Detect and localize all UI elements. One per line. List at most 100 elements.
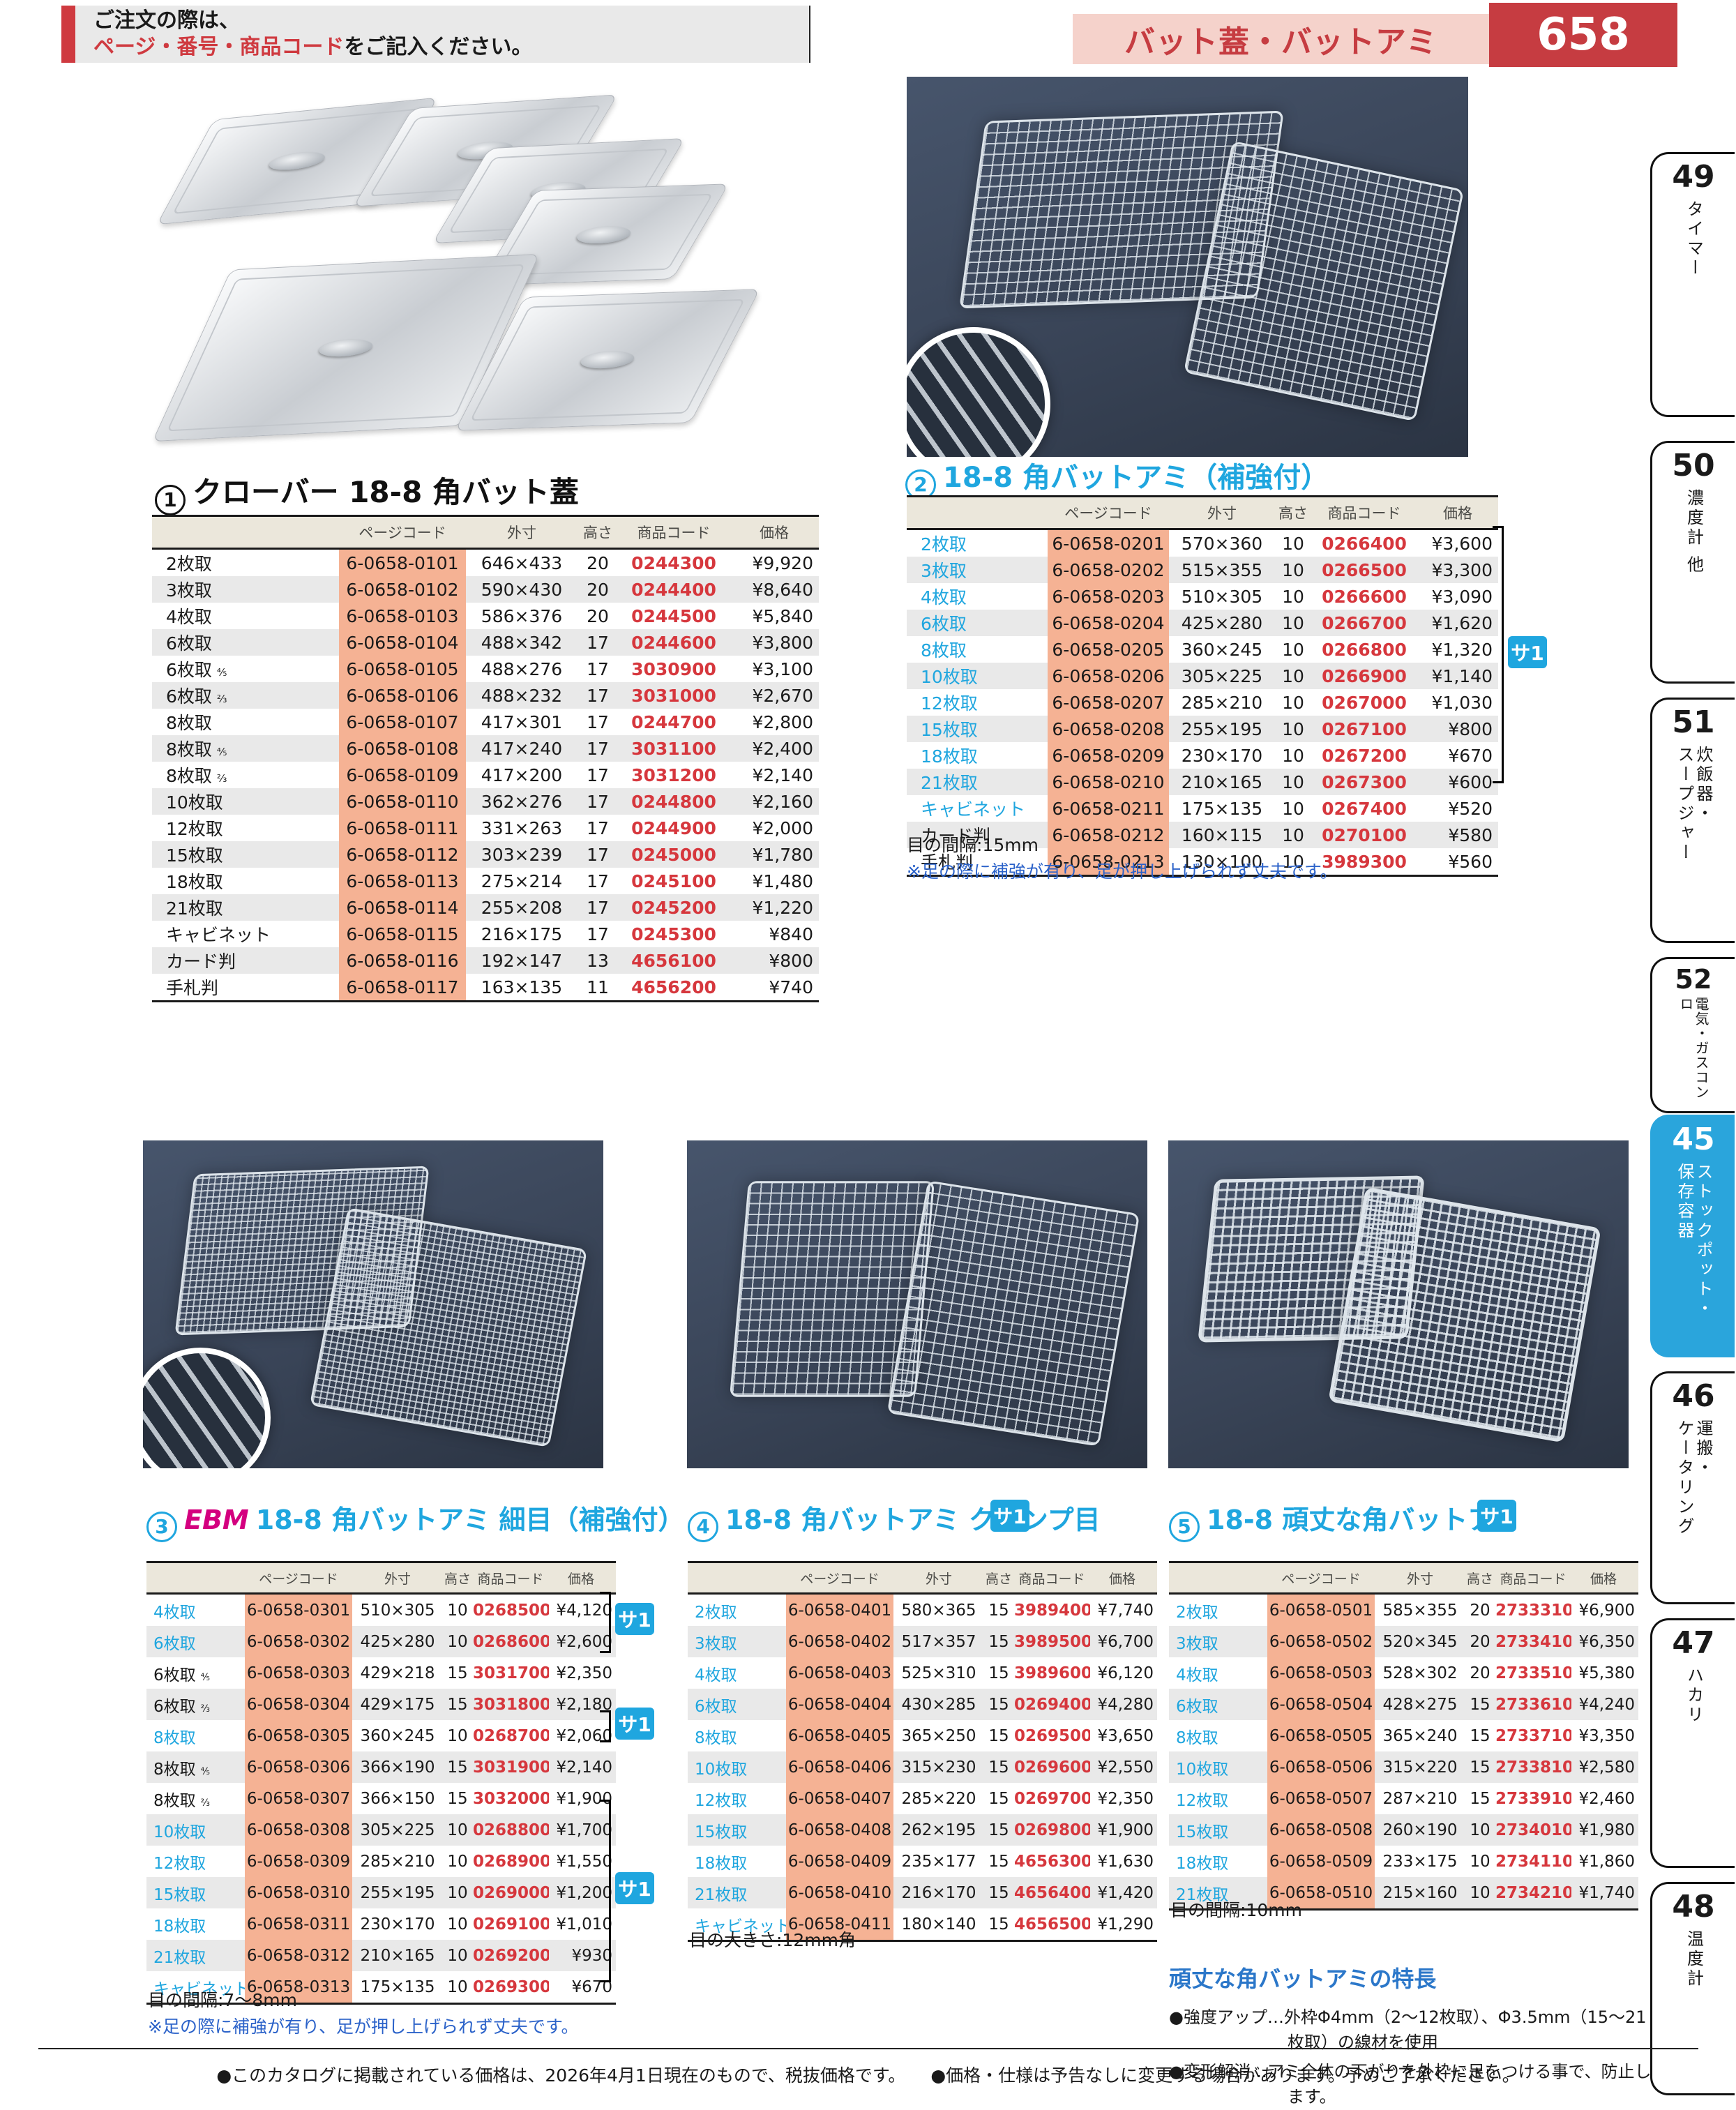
price-cell: ¥520 [1448,798,1493,819]
table-row: 6枚取 ⅔ 6-0658-0106 488×232 17 3031000 ¥2,670 [152,682,819,709]
product-image-racks-fine [143,1140,603,1468]
item-name: 8枚取 [153,1760,196,1779]
height-cell: 10 [447,1977,468,1996]
item-name-cell: 手札判 [152,974,339,1002]
tab-number: 51 [1672,704,1715,740]
section-5-title-text: 18-8 頑丈な角バットアミ [1207,1505,1520,1535]
outer-size-cell: 366×190 [360,1758,435,1777]
depth-fraction: ⅔ [216,693,227,705]
page-code-cell: 6-0658-0307 [245,1783,352,1814]
column-header: 商品コード [1013,1561,1090,1595]
price-cell: ¥1,030 [1431,692,1493,713]
price-cell: ¥740 [769,977,813,997]
price-cell: ¥560 [1448,851,1493,872]
product-code-cell: 0245200 [631,897,716,918]
item-name-cell: キャビネット [152,921,339,947]
page-code-cell: 6-0658-0309 [245,1846,352,1877]
sidebar-tab-48[interactable]: 48 温度計 [1650,1882,1735,2095]
height-cell: 17 [587,924,609,944]
item-name-cell: 2枚取 [152,549,339,577]
table-row: 3枚取 6-0658-0502 520×345 20 2733410 ¥6,350 [1169,1626,1638,1657]
product-code-cell: 0269500 [1014,1726,1090,1745]
item-name: 12枚取 [695,1791,748,1810]
product-code-cell: 2733810 [1495,1758,1571,1777]
price-cell: ¥2,160 [752,791,813,812]
item-name-cell: 2枚取 [688,1594,786,1627]
page-code-cell: 6-0658-0401 [786,1593,893,1626]
circled-number-1: 1 [155,484,186,515]
price-cell: ¥6,350 [1578,1632,1635,1651]
outer-size-cell: 315×220 [1382,1758,1458,1777]
outer-size-cell: 525×310 [901,1664,976,1682]
header-row: ページコード 外寸 高さ 商品コード 価格 [146,1561,616,1595]
outer-size-cell: 520×345 [1382,1632,1458,1651]
product-code-cell: 2733910 [1495,1789,1571,1808]
column-header: 外寸 [893,1561,984,1595]
height-cell: 10 [1282,798,1304,819]
outer-size-cell: 515×355 [1181,559,1263,580]
page-code-cell: 6-0658-0209 [1048,742,1169,769]
footer-note-2: ●価格・仕様は予告なしに変更する場合があります。予めご了承ください。 [930,2065,1520,2086]
sidebar-tab-50[interactable]: 50 濃度計 他 [1650,441,1735,684]
outer-size-cell: 360×245 [360,1726,435,1745]
price-cell: ¥2,140 [556,1758,612,1777]
sidebar-tab-45[interactable]: 45 ストックポット・ 保存容器 [1650,1115,1735,1357]
page-code-cell: 6-0658-0408 [786,1814,893,1846]
sidebar-tab-51[interactable]: 51 炊飯器・ スープジャー [1650,698,1735,943]
tab-label: タイマー [1684,200,1704,279]
item-name-cell: 4枚取 [907,583,1048,610]
table-row: 8枚取 6-0658-0405 365×250 15 0269500 ¥3,650 [688,1720,1157,1751]
outer-size-cell: 488×276 [481,658,563,679]
item-name-cell: 18枚取 [1169,1846,1267,1877]
tab-number: 52 [1675,964,1712,995]
item-name: 4枚取 [153,1603,196,1622]
product-code-cell: 0268800 [473,1821,549,1839]
tab-number: 45 [1672,1122,1715,1157]
price-table-4: ページコード 外寸 高さ 商品コード 価格 2枚取 6-0658-0401 580×365 15… [688,1561,1157,1942]
height-cell: 10 [1282,533,1304,554]
height-cell: 17 [587,764,609,785]
sidebar-tab-52[interactable]: 52 電気・ガスコンロ [1650,957,1735,1113]
outer-size-cell: 417×240 [481,738,563,759]
page-code-cell: 6-0658-0410 [786,1877,893,1908]
product-code-cell: 0268500 [473,1601,549,1620]
price-cell: ¥1,320 [1431,639,1493,660]
product-code-cell: 2733310 [1495,1601,1571,1620]
item-name-cell: 6枚取 [152,629,339,656]
sidebar-tab-49[interactable]: 49 タイマー [1650,152,1735,417]
sidebar-tab-47[interactable]: 47 ハカリ [1650,1618,1735,1868]
page-code-cell: 6-0658-0508 [1267,1814,1375,1846]
section-3-title: 3 EBM 18-8 角バットアミ 細目（補強付） [146,1498,685,1542]
table-row: 10枚取 6-0658-0110 362×276 17 0244800 ¥2,160 [152,788,819,815]
outer-size-cell: 365×250 [901,1726,976,1745]
price-cell: ¥3,600 [1431,533,1493,554]
item-name: 6枚取 [695,1697,737,1716]
table-row: 2枚取 6-0658-0401 580×365 15 3989400 ¥7,740 [688,1593,1157,1627]
price-cell: ¥1,740 [1578,1883,1635,1902]
sidebar-tab-46[interactable]: 46 運搬・ ケータリング [1650,1371,1735,1604]
item-name: 8枚取 [695,1728,737,1747]
price-cell: ¥2,350 [556,1664,612,1682]
outer-size-cell: 510×305 [1181,586,1263,607]
item-name: 6枚取 [166,660,212,680]
table-row: 21枚取 6-0658-0410 216×170 15 4656400 ¥1,420 [688,1877,1157,1908]
price-cell: ¥1,480 [752,871,813,891]
table-row: 3枚取 6-0658-0202 515×355 10 0266500 ¥3,300 [907,557,1498,583]
table-row: 4枚取 6-0658-0103 586×376 20 0244500 ¥5,840 [152,603,819,629]
order-note-black: をご記入ください。 [344,35,533,59]
height-cell: 15 [988,1664,1009,1682]
product-code-cell: 0268900 [473,1852,549,1871]
column-header: ページコード [1048,495,1169,530]
product-code-cell: 4656100 [631,950,716,971]
product-code-cell: 0269300 [473,1977,549,1996]
tab-label: 炊飯器・ スープジャー [1675,746,1713,864]
price-cell: ¥1,780 [752,844,813,865]
page-code-cell: 6-0658-0302 [245,1626,352,1657]
header-row: ページコード 外寸 高さ 商品コード 価格 [152,515,819,550]
table-row: 21枚取 6-0658-0210 210×165 10 0267300 ¥600 [907,769,1498,795]
feature-block: 頑丈な角バットアミの特長 ●強度アップ…外枠Φ4mm（2～12枚取）、Φ3.5m… [1169,1961,1657,2110]
page-code-cell: 6-0658-0113 [339,868,466,894]
product-code-cell: 0270100 [1322,824,1407,845]
outer-size-cell: 130×100 [1181,851,1263,872]
outer-size-cell: 429×218 [360,1664,435,1682]
